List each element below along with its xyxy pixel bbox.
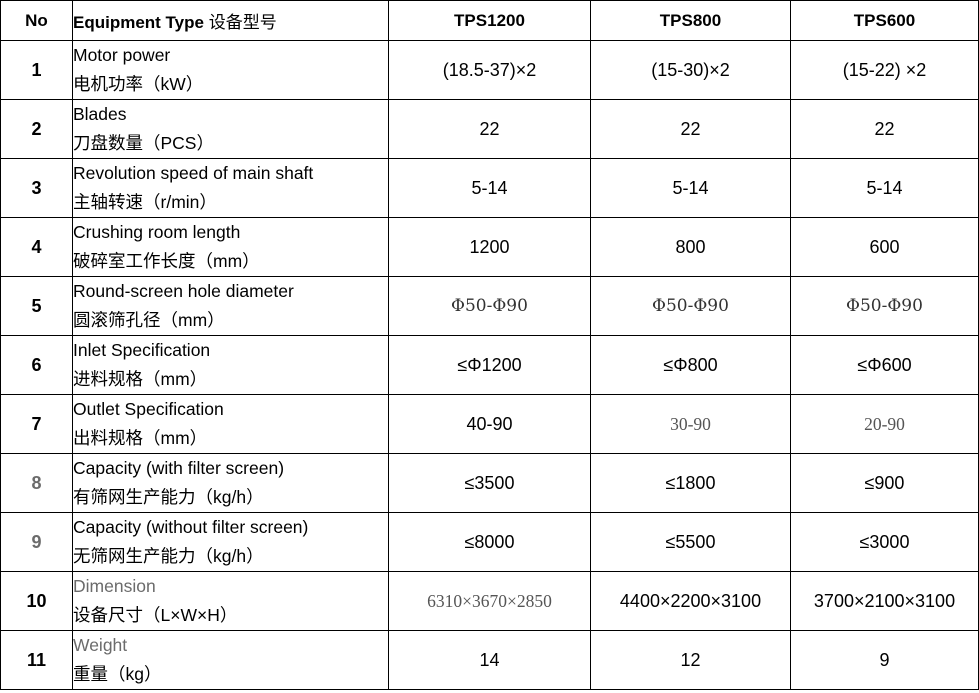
table-row: 4 Crushing room length 破碎室工作长度（mm） 1200 8… — [0, 217, 979, 277]
parameter-name-zh: 进料规格（mm） — [73, 369, 208, 389]
value-tps600: (15-22) ×2 — [790, 40, 979, 100]
row-number: 2 — [0, 99, 73, 159]
row-number: 11 — [0, 630, 73, 690]
row-number: 1 — [0, 40, 73, 100]
value-tps800: (15-30)×2 — [590, 40, 791, 100]
parameter-name-en: Outlet Specification — [73, 399, 224, 419]
parameter-name-en: Inlet Specification — [73, 340, 211, 360]
parameter-name: Blades 刀盘数量（PCS） — [72, 99, 389, 159]
table-row: 7 Outlet Specification 出料规格（mm） 40-90 30-… — [0, 394, 979, 454]
value-tps800: 4400×2200×3100 — [590, 571, 791, 631]
parameter-name-en: Dimension — [73, 576, 156, 596]
row-number: 3 — [0, 158, 73, 218]
parameter-name: Round-screen hole diameter 圆滚筛孔径（mm） — [72, 276, 389, 336]
parameter-name: Inlet Specification 进料规格（mm） — [72, 335, 389, 395]
parameter-name: Revolution speed of main shaft 主轴转速（r/min… — [72, 158, 389, 218]
parameter-name-en: Capacity (with filter screen) — [73, 458, 285, 478]
value-tps600: 20-90 — [790, 394, 979, 454]
parameter-name: Dimension 设备尺寸（L×W×H） — [72, 571, 389, 631]
parameter-name-zh: 圆滚筛孔径（mm） — [73, 310, 225, 330]
value-tps800: ≤Φ800 — [590, 335, 791, 395]
value-tps600: 5-14 — [790, 158, 979, 218]
value-tps1200: 1200 — [388, 217, 591, 277]
header-model-tps600: TPS600 — [790, 0, 979, 41]
row-number: 6 — [0, 335, 73, 395]
value-tps1200: ≤3500 — [388, 453, 591, 513]
parameter-name-en: Motor power — [73, 45, 171, 65]
row-number: 9 — [0, 512, 73, 572]
table-header-row: No Equipment Type 设备型号 TPS1200 TPS800 TP… — [0, 0, 979, 41]
parameter-name: Motor power 电机功率（kW） — [72, 40, 389, 100]
parameter-name-zh: 主轴转速（r/min） — [73, 192, 217, 212]
parameter-name: Crushing room length 破碎室工作长度（mm） — [72, 217, 389, 277]
parameter-name: Weight 重量（kg） — [72, 630, 389, 690]
value-tps800: 5-14 — [590, 158, 791, 218]
parameter-name: Outlet Specification 出料规格（mm） — [72, 394, 389, 454]
parameter-name: Capacity (with filter screen) 有筛网生产能力（kg/… — [72, 453, 389, 513]
row-number: 7 — [0, 394, 73, 454]
value-tps1200: 5-14 — [388, 158, 591, 218]
parameter-name-en: Capacity (without filter screen) — [73, 517, 309, 537]
parameter-name-zh: 重量（kg） — [73, 664, 162, 684]
value-tps600: 22 — [790, 99, 979, 159]
header-type-en: Equipment Type — [73, 13, 204, 32]
parameter-name-zh: 有筛网生产能力（kg/h） — [73, 487, 264, 507]
value-tps600: 3700×2100×3100 — [790, 571, 979, 631]
header-type-zh: 设备型号 — [208, 13, 277, 32]
value-tps800: ≤1800 — [590, 453, 791, 513]
value-tps1200: 14 — [388, 630, 591, 690]
value-tps800: 800 — [590, 217, 791, 277]
table-row: 1 Motor power 电机功率（kW） (18.5-37)×2 (15-30… — [0, 40, 979, 100]
table-row: 5 Round-screen hole diameter 圆滚筛孔径（mm） Φ5… — [0, 276, 979, 336]
parameter-name-zh: 出料规格（mm） — [73, 428, 208, 448]
parameter-name-en: Round-screen hole diameter — [73, 281, 294, 301]
table-row: 11 Weight 重量（kg） 14 12 9 — [0, 630, 979, 690]
value-tps1200: 22 — [388, 99, 591, 159]
value-tps600: ≤900 — [790, 453, 979, 513]
value-tps1200: 6310×3670×2850 — [388, 571, 591, 631]
parameter-name-zh: 破碎室工作长度（mm） — [73, 251, 260, 271]
header-equipment-type: Equipment Type 设备型号 — [72, 0, 389, 41]
row-number: 8 — [0, 453, 73, 513]
row-number: 4 — [0, 217, 73, 277]
value-tps800: 30-90 — [590, 394, 791, 454]
parameter-name-en: Blades — [73, 104, 127, 124]
value-tps1200: Φ50-Φ90 — [388, 276, 591, 336]
parameter-name-en: Weight — [73, 635, 128, 655]
value-tps800: 12 — [590, 630, 791, 690]
value-tps1200: (18.5-37)×2 — [388, 40, 591, 100]
value-tps1200: 40-90 — [388, 394, 591, 454]
table-row: 8 Capacity (with filter screen) 有筛网生产能力（k… — [0, 453, 979, 513]
header-model-tps1200: TPS1200 — [388, 0, 591, 41]
table-row: 3 Revolution speed of main shaft 主轴转速（r/m… — [0, 158, 979, 218]
parameter-name-en: Crushing room length — [73, 222, 241, 242]
value-tps600: 600 — [790, 217, 979, 277]
value-tps800: Φ50-Φ90 — [590, 276, 791, 336]
value-tps600: 9 — [790, 630, 979, 690]
table-row: 10 Dimension 设备尺寸（L×W×H） 6310×3670×2850 4… — [0, 571, 979, 631]
value-tps600: ≤3000 — [790, 512, 979, 572]
value-tps600: ≤Φ600 — [790, 335, 979, 395]
row-number: 10 — [0, 571, 73, 631]
parameter-name: Capacity (without filter screen) 无筛网生产能力（… — [72, 512, 389, 572]
row-number: 5 — [0, 276, 73, 336]
parameter-name-zh: 刀盘数量（PCS） — [73, 133, 214, 153]
header-no: No — [0, 0, 73, 41]
parameter-name-en: Revolution speed of main shaft — [73, 163, 314, 183]
value-tps600: Φ50-Φ90 — [790, 276, 979, 336]
parameter-name-zh: 无筛网生产能力（kg/h） — [73, 546, 264, 566]
table-row: 2 Blades 刀盘数量（PCS） 22 22 22 — [0, 99, 979, 159]
value-tps1200: ≤8000 — [388, 512, 591, 572]
parameter-name-zh: 设备尺寸（L×W×H） — [73, 605, 238, 625]
parameter-name-zh: 电机功率（kW） — [73, 74, 204, 94]
table-row: 6 Inlet Specification 进料规格（mm） ≤Φ1200 ≤Φ8… — [0, 335, 979, 395]
value-tps800: ≤5500 — [590, 512, 791, 572]
table-row: 9 Capacity (without filter screen) 无筛网生产能… — [0, 512, 979, 572]
header-model-tps800: TPS800 — [590, 0, 791, 41]
value-tps1200: ≤Φ1200 — [388, 335, 591, 395]
value-tps800: 22 — [590, 99, 791, 159]
